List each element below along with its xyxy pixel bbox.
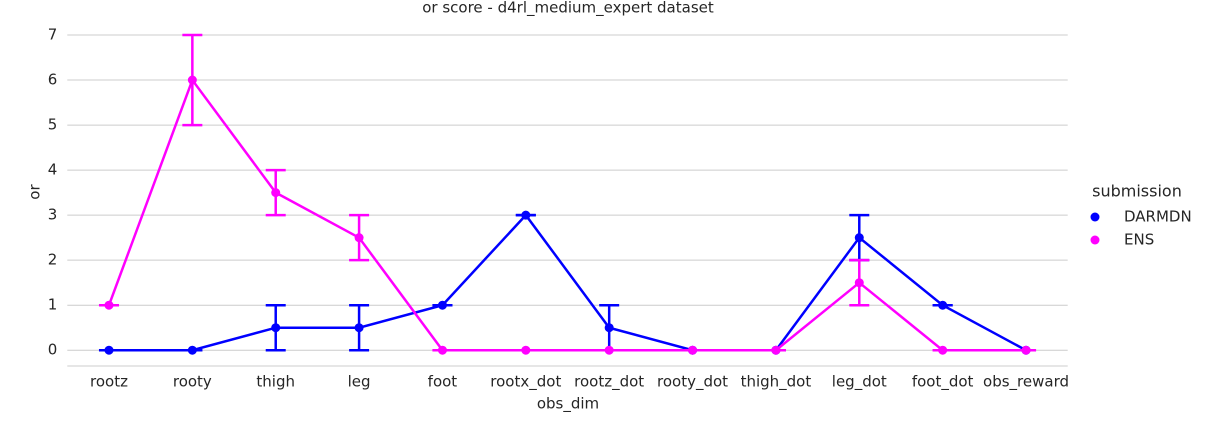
y-tick-label: 4 [48, 161, 58, 179]
point [521, 210, 531, 220]
x-tick-label: foot_dot [912, 373, 974, 392]
point [938, 300, 948, 310]
point [521, 345, 531, 355]
x-axis-label: obs_dim [537, 395, 599, 414]
x-tick-label: obs_reward [983, 373, 1069, 392]
series-line [107, 77, 1027, 352]
legend-label: DARMDN [1124, 208, 1192, 226]
x-tick-label: thigh [256, 373, 295, 391]
point [688, 345, 698, 355]
point [437, 300, 447, 310]
y-tick-label: 2 [48, 251, 58, 269]
legend-title: submission [1092, 182, 1182, 201]
y-axis-label: or [26, 184, 44, 200]
point [1021, 345, 1031, 355]
chart-title: or score - d4rl_medium_expert dataset [422, 0, 714, 18]
point [271, 188, 281, 198]
y-tick-label: 1 [48, 296, 58, 314]
y-tick-label: 6 [48, 71, 58, 89]
x-tick-label: rooty [173, 373, 212, 391]
point [604, 323, 614, 333]
x-tick-label: thigh_dot [741, 373, 812, 392]
x-tick-label: foot [428, 373, 458, 391]
point [187, 345, 197, 355]
legend-marker [1090, 212, 1100, 222]
point [104, 345, 114, 355]
y-tick-label: 7 [48, 26, 58, 44]
legend-marker [1090, 235, 1100, 245]
y-tick-label: 5 [48, 116, 58, 134]
point [854, 233, 864, 243]
point [187, 75, 197, 85]
point [271, 323, 281, 333]
point [854, 278, 864, 288]
point [354, 323, 364, 333]
point [354, 233, 364, 243]
point [771, 345, 781, 355]
point [437, 345, 447, 355]
point [104, 300, 114, 310]
legend-label: ENS [1124, 231, 1154, 249]
x-tick-label: rootx_dot [490, 373, 561, 392]
point [604, 345, 614, 355]
y-tick-label: 0 [48, 341, 58, 359]
x-tick-label: rootz [90, 373, 128, 391]
x-tick-label: leg_dot [832, 373, 887, 392]
series-line [108, 213, 1027, 352]
x-tick-label: rootz_dot [574, 373, 644, 392]
x-tick-label: leg [348, 373, 371, 391]
x-tick-label: rooty_dot [657, 373, 728, 392]
point [938, 345, 948, 355]
y-tick-label: 3 [48, 206, 58, 224]
